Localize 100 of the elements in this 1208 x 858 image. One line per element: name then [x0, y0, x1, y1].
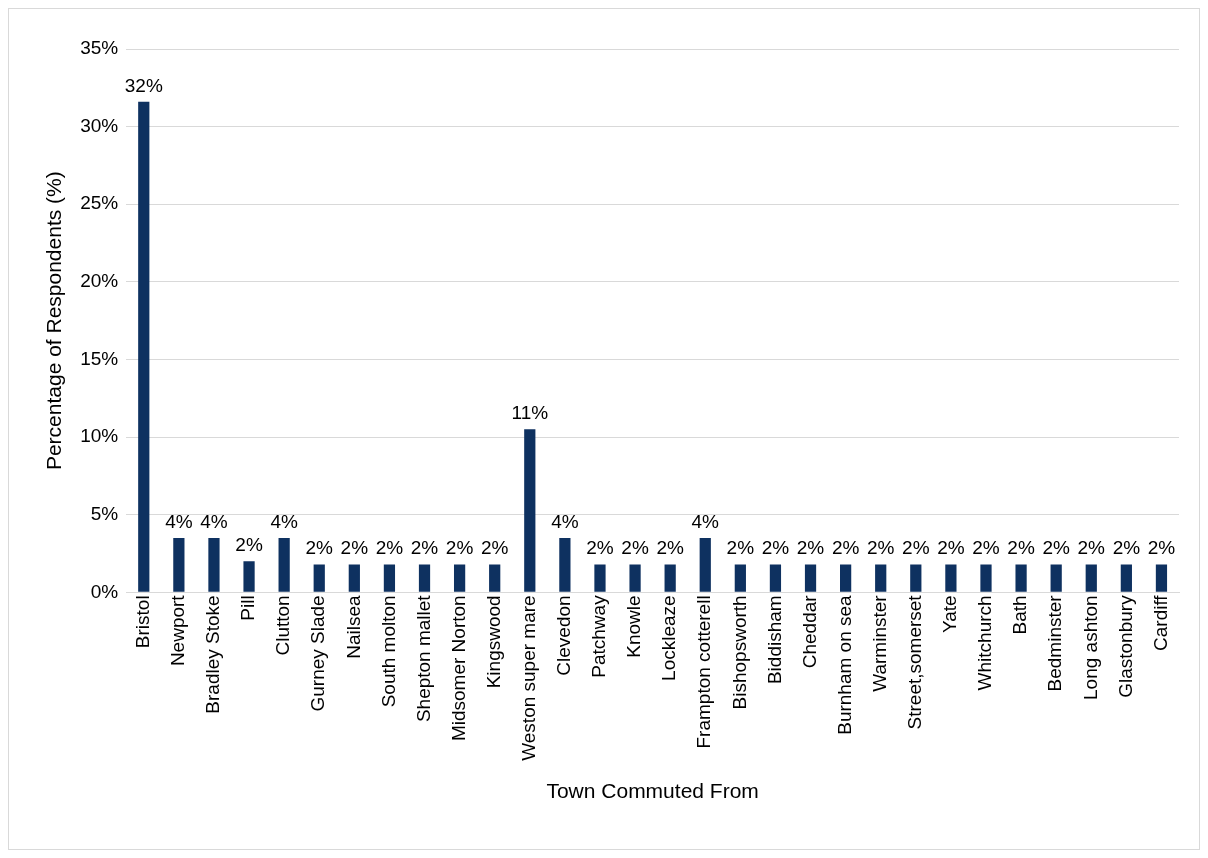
data-label: 2%	[796, 537, 825, 559]
data-label: 2%	[1007, 537, 1035, 559]
bar	[524, 429, 536, 592]
data-label: 4%	[270, 510, 298, 532]
y-tick-label: 20%	[80, 270, 119, 292]
data-label: 2%	[1042, 537, 1071, 559]
data-label: 4%	[165, 510, 193, 532]
x-tick-label: Pill	[237, 595, 259, 621]
data-label: 2%	[235, 534, 263, 556]
bar	[243, 561, 255, 592]
data-label: 2%	[1147, 537, 1176, 559]
data-label: 2%	[586, 537, 614, 559]
data-label: 2%	[410, 537, 439, 559]
data-label: 2%	[831, 537, 860, 559]
x-tick-label: Frampton cotterell	[693, 595, 715, 749]
data-label: 2%	[1077, 537, 1106, 559]
bar	[734, 564, 746, 592]
x-tick-label: Biddisham	[763, 595, 785, 685]
data-label: 2%	[305, 537, 334, 559]
bar	[418, 564, 431, 592]
data-label: 2%	[445, 537, 474, 559]
bar	[1085, 564, 1097, 592]
x-tick-label: Clutton	[272, 595, 294, 656]
data-label: 2%	[726, 537, 755, 559]
y-tick-label: 30%	[80, 114, 119, 136]
bar	[1015, 564, 1027, 592]
bar	[208, 538, 220, 592]
bar	[278, 538, 290, 592]
data-label: 2%	[761, 537, 790, 559]
x-tick-label: Clevedon	[553, 595, 575, 676]
data-label: 2%	[937, 537, 965, 559]
data-label: 2%	[1112, 537, 1141, 559]
data-label: 11%	[511, 402, 549, 424]
x-tick-label: Warminster	[868, 594, 890, 692]
x-tick-label: Long ashton	[1079, 595, 1101, 700]
x-tick-label: Burnham on sea	[833, 594, 855, 735]
data-label: 4%	[691, 510, 720, 532]
bar	[453, 564, 466, 592]
data-label: 4%	[200, 510, 228, 532]
bar	[1050, 564, 1062, 592]
data-label: 2%	[656, 537, 684, 559]
bar	[138, 101, 150, 592]
x-axis-title: Town Commuted From	[546, 779, 759, 803]
x-tick-label: Newport	[167, 594, 189, 667]
x-tick-label: Glastonbury	[1114, 594, 1136, 698]
bar	[1155, 564, 1168, 592]
y-tick-label: 25%	[80, 192, 119, 214]
data-label: 2%	[902, 537, 930, 559]
x-tick-label: Cardiff	[1149, 594, 1171, 651]
data-label: 2%	[480, 537, 509, 559]
x-tick-label: Street,somerset	[904, 594, 926, 730]
bar	[804, 564, 817, 592]
bar	[840, 564, 852, 592]
data-label: 2%	[972, 537, 1000, 559]
bar	[910, 564, 922, 592]
data-label: 32%	[124, 74, 163, 96]
bar	[383, 564, 396, 592]
x-tick-label: Bishopsworth	[728, 595, 750, 710]
y-tick-label: 15%	[80, 347, 119, 369]
data-label: 2%	[340, 537, 369, 559]
bar	[173, 538, 185, 592]
bar	[348, 564, 360, 592]
bar	[875, 564, 887, 592]
bar	[980, 564, 992, 592]
x-tick-label: Yate	[939, 595, 961, 634]
bar	[313, 564, 325, 592]
y-axis-title: Percentage of Respondents (%)	[42, 171, 66, 471]
x-tick-label: Patchway	[588, 594, 610, 678]
data-label: 2%	[375, 537, 404, 559]
bar	[699, 538, 711, 592]
bar	[769, 564, 782, 592]
y-tick-label: 0%	[90, 580, 119, 602]
x-tick-label: Bedminster	[1044, 594, 1066, 692]
bar	[945, 564, 957, 592]
x-tick-label: Lockleaze	[658, 595, 680, 681]
x-tick-label: Bath	[1009, 595, 1031, 635]
y-tick-label: 35%	[80, 37, 119, 59]
x-tick-label: Shepton mallet	[412, 594, 434, 723]
data-label: 4%	[551, 510, 579, 532]
x-tick-label: Midsomer Norton	[447, 595, 469, 742]
bar	[559, 538, 571, 592]
y-tick-label: 5%	[90, 502, 119, 524]
bar	[664, 564, 676, 592]
bar	[594, 564, 606, 592]
bar	[629, 564, 641, 592]
bar	[489, 564, 501, 592]
x-tick-label: Kingswood	[482, 595, 504, 689]
y-tick-label: 10%	[80, 425, 119, 447]
x-tick-label: Gurney Slade	[307, 595, 329, 712]
x-tick-label: South molton	[377, 595, 399, 708]
x-tick-label: Whitchurch	[974, 595, 996, 691]
data-label: 2%	[866, 537, 895, 559]
x-tick-label: Nailsea	[342, 594, 364, 659]
bar	[1120, 564, 1132, 592]
x-tick-label: Bradley Stoke	[202, 595, 224, 714]
data-label: 2%	[621, 537, 649, 559]
x-tick-label: Cheddar	[798, 594, 820, 669]
x-tick-label: Weston super mare	[518, 595, 540, 761]
x-tick-label: Knowle	[623, 595, 645, 658]
x-tick-label: Bristol	[132, 595, 154, 649]
